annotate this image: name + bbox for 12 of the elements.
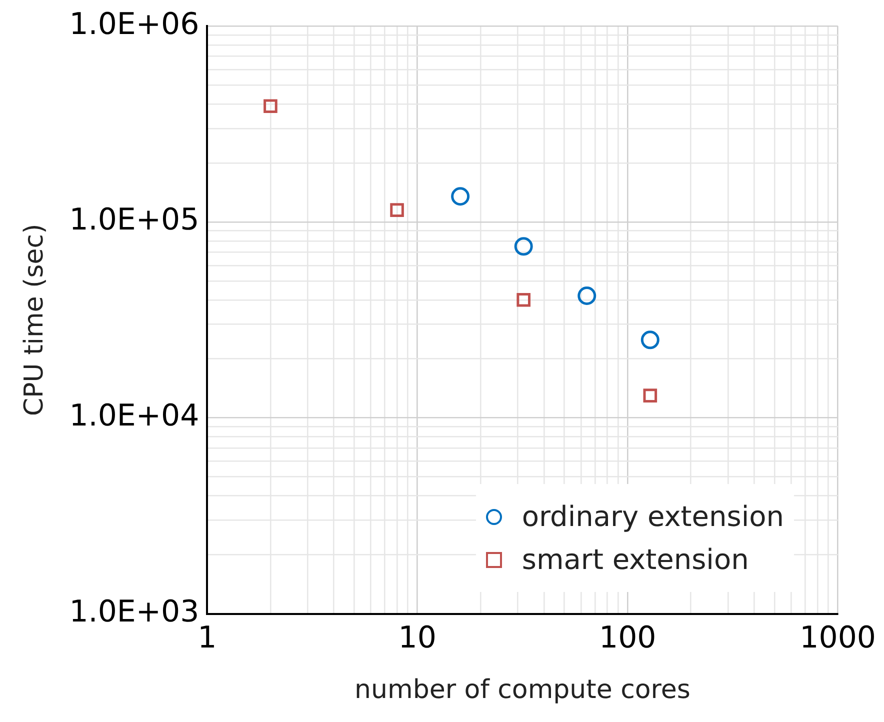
y-tick-label: 1.0E+03 [69, 594, 200, 630]
legend-label: smart extension [522, 543, 749, 576]
y-tick-label: 1.0E+05 [69, 202, 200, 238]
x-axis-title: number of compute cores [354, 675, 690, 706]
legend-label: ordinary extension [522, 500, 784, 533]
y-tick-label: 1.0E+04 [69, 398, 200, 434]
x-tick-label: 10 [398, 620, 436, 656]
y-axis-title: CPU time (sec) [19, 224, 50, 416]
x-tick-label: 100 [598, 620, 656, 656]
x-tick-label: 1 [198, 620, 217, 656]
x-tick-label: 1000 [800, 620, 876, 656]
y-tick-label: 1.0E+06 [69, 6, 200, 42]
